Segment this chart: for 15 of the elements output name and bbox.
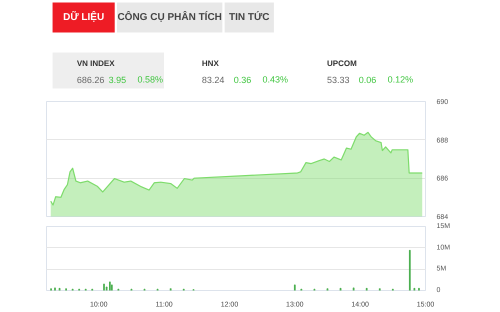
text: 0.12% — [388, 74, 414, 84]
text: 83.24 — [202, 75, 224, 85]
text: 0.06 — [358, 75, 376, 85]
text: 0.43% — [262, 74, 288, 84]
text: 53.33 — [326, 75, 350, 85]
text: CÔNG CỤ PHÂN TÍCH — [117, 11, 222, 23]
text: TIN TỨC — [229, 11, 270, 23]
text: UPCOM — [326, 59, 358, 68]
text: 0.58% — [137, 74, 163, 84]
text: 3.95 — [108, 75, 126, 85]
text: DỮ LIỆU — [63, 11, 104, 23]
text: 686.26 — [76, 75, 104, 85]
text: VN INDEX — [76, 59, 116, 68]
text: HNX — [202, 59, 220, 68]
text: 0.36 — [234, 75, 252, 85]
